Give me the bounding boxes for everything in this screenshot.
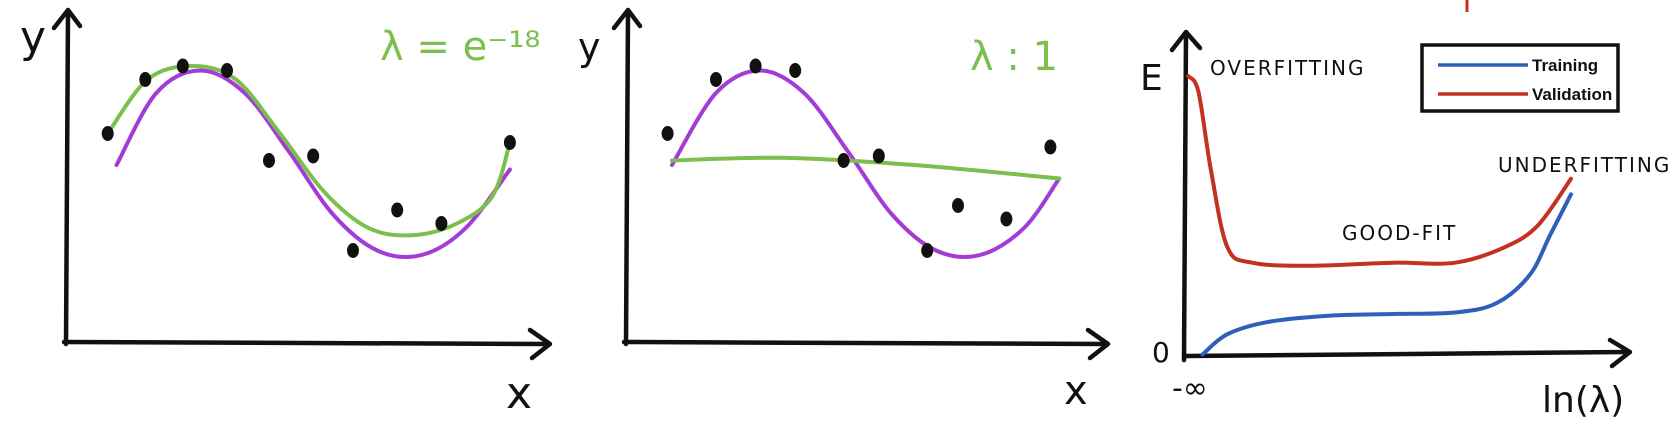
panel1-points: [101, 58, 516, 258]
panel-lambda-one: y x λ : 1: [578, 7, 1111, 414]
panel2-data-point-2: [710, 72, 722, 87]
panel-error-curve: E 0 -∞ ln(λ) OVERFITTING GOOD-FIT UNDERF…: [1140, 29, 1668, 421]
panel2-data-point-9: [1000, 211, 1013, 227]
panel2-data-point-1: [661, 126, 674, 141]
good-fit-annotation: GOOD-FIT: [1342, 221, 1457, 245]
panel2-data-point-4: [789, 63, 802, 78]
panel1-lambda-annotation: λ = e⁻¹⁸: [380, 24, 540, 70]
panel2-y-label: y: [578, 25, 601, 69]
panel3-y-arrowhead: [1169, 29, 1203, 53]
panel2-series-line-1: [670, 155, 1062, 181]
panel3-y-label: E: [1140, 58, 1163, 99]
panel-lambda-small: y x λ = e⁻¹⁸: [20, 7, 553, 419]
panel1-y-axis: [63, 9, 71, 347]
panel1-data-point-1: [101, 126, 114, 141]
panel1-x-label: x: [506, 368, 532, 419]
panel1-series: [105, 64, 512, 260]
legend-label-validation: Validation: [1532, 85, 1612, 104]
panel1-data-point-10: [503, 135, 516, 150]
panel1-data-point-9: [435, 216, 448, 231]
panel3-y-zero-label: 0: [1152, 336, 1170, 369]
legend: Training Validation: [1420, 43, 1620, 113]
panel1-data-point-8: [391, 202, 404, 218]
panel2-x-arrowhead: [1085, 327, 1111, 361]
panel1-y-arrowhead: [51, 7, 83, 31]
legend-label-training: Training: [1532, 56, 1598, 75]
panel1-data-point-6: [307, 148, 320, 164]
panel1-data-point-3: [176, 58, 189, 74]
panel2-data-point-3: [749, 58, 762, 74]
panel1-series-line-0: [114, 68, 512, 260]
panel3-x-label: ln(λ): [1542, 380, 1624, 421]
overfitting-annotation: OVERFITTING: [1210, 56, 1365, 80]
panel3-series: [1186, 74, 1573, 357]
panel2-y-axis: [623, 9, 631, 347]
panel3-series-line-training: [1200, 192, 1573, 357]
panel2-data-point-10: [1044, 139, 1057, 155]
panel2-series: [670, 68, 1062, 260]
panel2-points: [661, 58, 1057, 258]
panel3-x-axis: [1183, 349, 1629, 359]
panel2-data-point-8: [952, 198, 964, 213]
legend-box: [1420, 43, 1620, 113]
underfitting-annotation: UNDERFITTING: [1498, 153, 1668, 177]
panel2-data-point-7: [921, 243, 934, 258]
panel1-data-point-2: [139, 72, 152, 87]
panel2-x-axis: [621, 339, 1109, 347]
panel1-y-label: y: [20, 12, 46, 63]
panel2-y-arrowhead: [611, 7, 643, 31]
panel2-series-line-0: [670, 68, 1062, 260]
panel2-data-point-5: [837, 153, 850, 168]
panel2-data-point-6: [872, 148, 885, 164]
panel1-x-arrowhead: [527, 327, 553, 361]
panel3-x-minus-infinity-label: -∞: [1172, 371, 1208, 406]
panel3-x-arrowhead: [1607, 337, 1633, 369]
panel1-x-axis: [61, 339, 551, 347]
panel3-series-line-validation: [1186, 74, 1573, 268]
panel2-x-label: x: [1064, 368, 1088, 414]
panel1-data-point-7: [347, 243, 359, 258]
panel1-data-point-5: [263, 153, 275, 168]
panel1-data-point-4: [221, 63, 233, 78]
panel2-lambda-annotation: λ : 1: [970, 34, 1058, 80]
panel1-series-line-1: [105, 64, 512, 238]
panel3-y-axis: [1181, 31, 1189, 363]
